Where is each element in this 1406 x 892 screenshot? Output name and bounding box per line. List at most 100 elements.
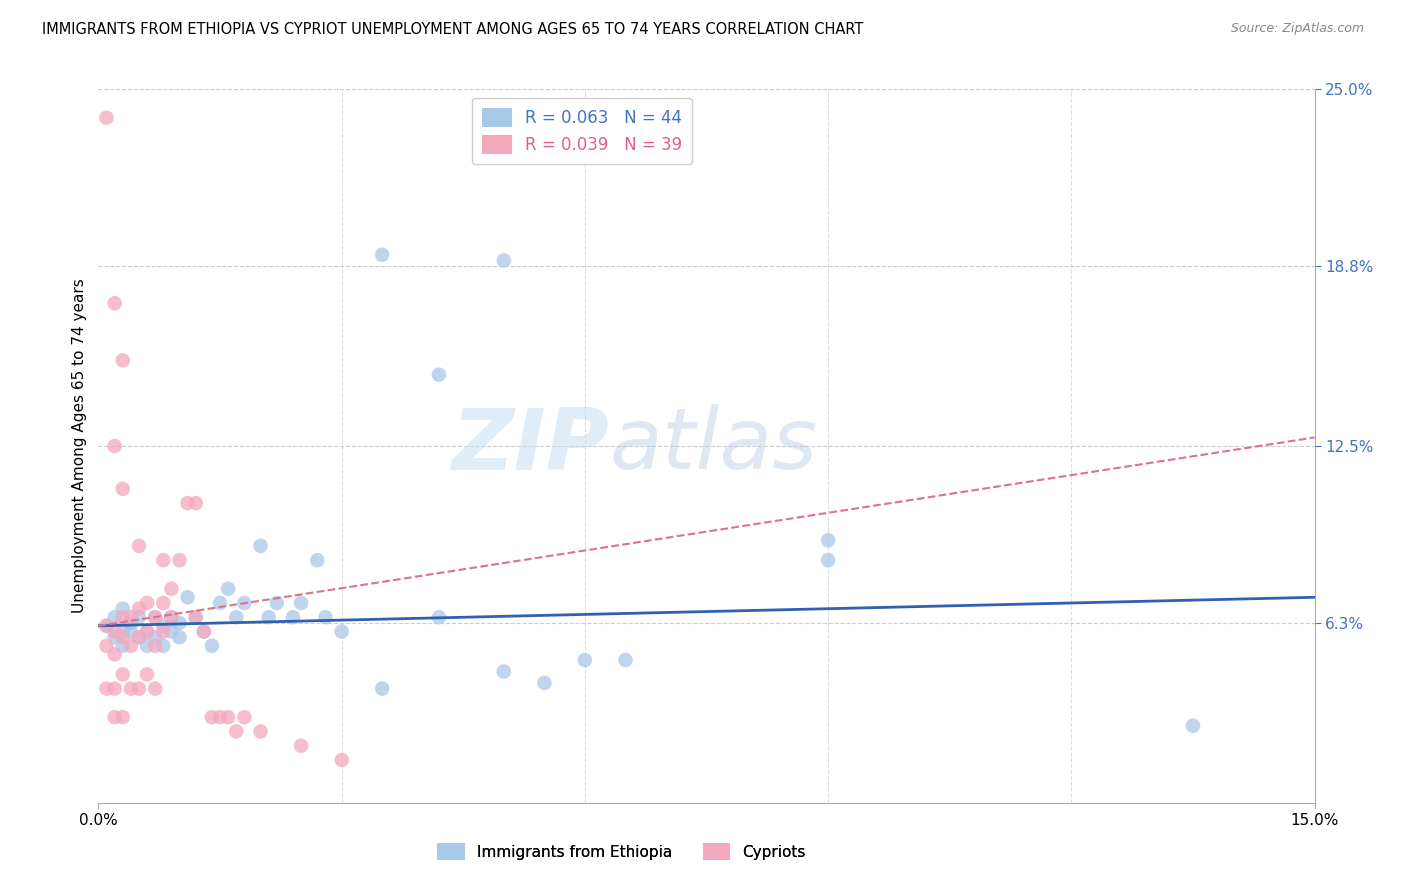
Point xyxy=(143,610,166,624)
Point xyxy=(281,610,304,624)
Point xyxy=(492,665,515,679)
Point xyxy=(143,681,166,696)
Point xyxy=(120,639,142,653)
Point xyxy=(120,624,142,639)
Point xyxy=(128,681,150,696)
Point xyxy=(314,610,336,624)
Point xyxy=(111,353,134,368)
Point xyxy=(120,615,142,630)
Point xyxy=(427,368,450,382)
Point xyxy=(111,630,134,644)
Point xyxy=(169,553,191,567)
Point xyxy=(176,496,198,510)
Point xyxy=(104,610,127,624)
Point xyxy=(152,624,174,639)
Y-axis label: Unemployment Among Ages 65 to 74 years: Unemployment Among Ages 65 to 74 years xyxy=(72,278,87,614)
Point xyxy=(184,610,207,624)
Point xyxy=(371,681,394,696)
Point xyxy=(193,624,215,639)
Point xyxy=(176,591,198,605)
Point xyxy=(120,610,142,624)
Point xyxy=(143,630,166,644)
Point xyxy=(152,639,174,653)
Point xyxy=(614,653,637,667)
Point xyxy=(104,439,127,453)
Point xyxy=(209,596,232,610)
Text: atlas: atlas xyxy=(609,404,817,488)
Point xyxy=(111,482,134,496)
Point xyxy=(96,639,118,653)
Point xyxy=(128,630,150,644)
Point xyxy=(96,619,118,633)
Point xyxy=(233,710,256,724)
Point xyxy=(249,539,271,553)
Legend: Immigrants from Ethiopia, Cypriots: Immigrants from Ethiopia, Cypriots xyxy=(432,837,811,866)
Point xyxy=(169,615,191,630)
Point xyxy=(111,710,134,724)
Point xyxy=(104,296,127,310)
Point xyxy=(184,496,207,510)
Point xyxy=(152,619,174,633)
Point xyxy=(120,681,142,696)
Point xyxy=(427,610,450,624)
Point xyxy=(257,610,280,624)
Point xyxy=(492,253,515,268)
Point xyxy=(104,710,127,724)
Point xyxy=(111,667,134,681)
Point xyxy=(160,624,183,639)
Point xyxy=(143,610,166,624)
Point xyxy=(533,676,555,690)
Point xyxy=(266,596,288,610)
Point xyxy=(160,610,183,624)
Point xyxy=(160,582,183,596)
Point xyxy=(371,248,394,262)
Point xyxy=(136,667,159,681)
Point xyxy=(160,610,183,624)
Point xyxy=(128,601,150,615)
Point xyxy=(169,630,191,644)
Point xyxy=(96,681,118,696)
Point xyxy=(217,582,239,596)
Point xyxy=(225,724,247,739)
Point xyxy=(249,724,271,739)
Point xyxy=(152,553,174,567)
Point xyxy=(111,624,134,639)
Point xyxy=(136,624,159,639)
Point xyxy=(152,596,174,610)
Point xyxy=(1182,719,1205,733)
Point xyxy=(104,624,127,639)
Point xyxy=(233,596,256,610)
Point xyxy=(817,533,839,548)
Point xyxy=(290,739,312,753)
Point xyxy=(128,630,150,644)
Point xyxy=(193,624,215,639)
Point xyxy=(184,610,207,624)
Point xyxy=(104,630,127,644)
Point xyxy=(201,639,224,653)
Point xyxy=(104,681,127,696)
Point xyxy=(330,753,353,767)
Text: ZIP: ZIP xyxy=(451,404,609,488)
Point xyxy=(307,553,329,567)
Point xyxy=(817,553,839,567)
Point xyxy=(136,639,159,653)
Point xyxy=(574,653,596,667)
Point xyxy=(209,710,232,724)
Point xyxy=(143,639,166,653)
Point xyxy=(290,596,312,610)
Point xyxy=(136,596,159,610)
Point xyxy=(128,610,150,624)
Point xyxy=(217,710,239,724)
Point xyxy=(111,601,134,615)
Text: IMMIGRANTS FROM ETHIOPIA VS CYPRIOT UNEMPLOYMENT AMONG AGES 65 TO 74 YEARS CORRE: IMMIGRANTS FROM ETHIOPIA VS CYPRIOT UNEM… xyxy=(42,22,863,37)
Point xyxy=(96,111,118,125)
Point xyxy=(96,619,118,633)
Point xyxy=(104,648,127,662)
Point xyxy=(330,624,353,639)
Point xyxy=(225,610,247,624)
Point xyxy=(111,639,134,653)
Text: Source: ZipAtlas.com: Source: ZipAtlas.com xyxy=(1230,22,1364,36)
Point xyxy=(136,624,159,639)
Point xyxy=(128,539,150,553)
Point xyxy=(111,610,134,624)
